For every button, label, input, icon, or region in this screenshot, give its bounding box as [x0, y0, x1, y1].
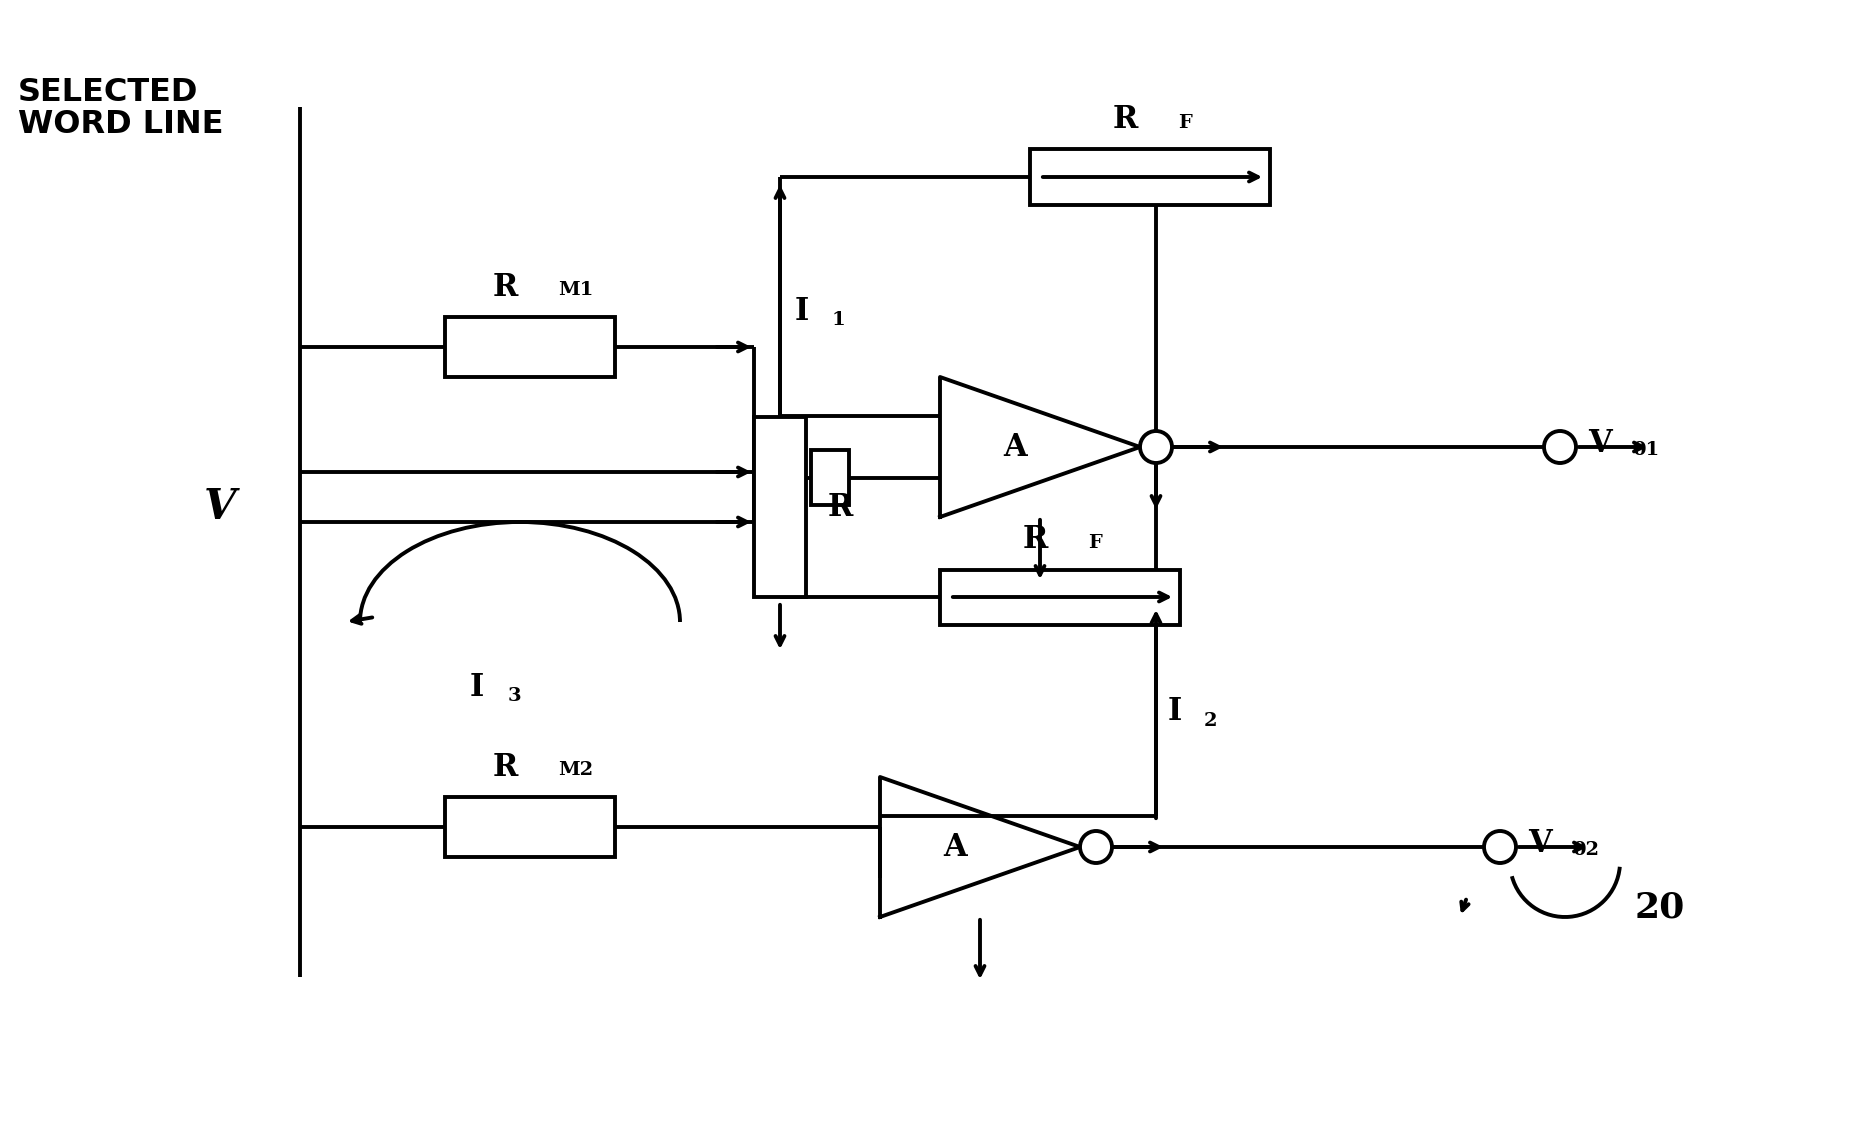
Text: V: V — [203, 486, 236, 529]
Text: V: V — [1588, 427, 1612, 459]
Text: F: F — [1179, 114, 1192, 132]
Text: SELECTED
WORD LINE: SELECTED WORD LINE — [19, 77, 223, 140]
Bar — [1030, 150, 1270, 204]
Bar — [754, 417, 806, 597]
Circle shape — [1484, 831, 1516, 863]
Bar — [940, 569, 1181, 624]
Text: F: F — [1087, 533, 1102, 551]
Text: R: R — [1113, 104, 1138, 135]
Text: R: R — [493, 752, 518, 782]
Text: A: A — [944, 832, 966, 862]
Text: 3: 3 — [508, 687, 521, 706]
Text: M1: M1 — [559, 281, 594, 299]
Circle shape — [1080, 831, 1112, 863]
Text: 20: 20 — [1635, 890, 1685, 924]
Circle shape — [1140, 431, 1171, 463]
Bar — [445, 317, 614, 378]
Text: I: I — [1167, 696, 1182, 728]
Circle shape — [1544, 431, 1575, 463]
Text: A: A — [1004, 432, 1026, 462]
Text: I: I — [469, 672, 484, 702]
Text: R: R — [829, 491, 853, 523]
Text: 01: 01 — [1631, 441, 1659, 459]
Text: M2: M2 — [559, 761, 594, 779]
Text: R: R — [1022, 524, 1048, 554]
Text: 02: 02 — [1572, 841, 1599, 859]
Text: 2: 2 — [1205, 712, 1218, 730]
Bar — [812, 451, 849, 505]
Text: V: V — [1529, 827, 1551, 859]
Text: 1: 1 — [832, 311, 845, 329]
Text: R: R — [493, 272, 518, 302]
Bar — [445, 797, 614, 857]
Text: I: I — [795, 296, 810, 328]
